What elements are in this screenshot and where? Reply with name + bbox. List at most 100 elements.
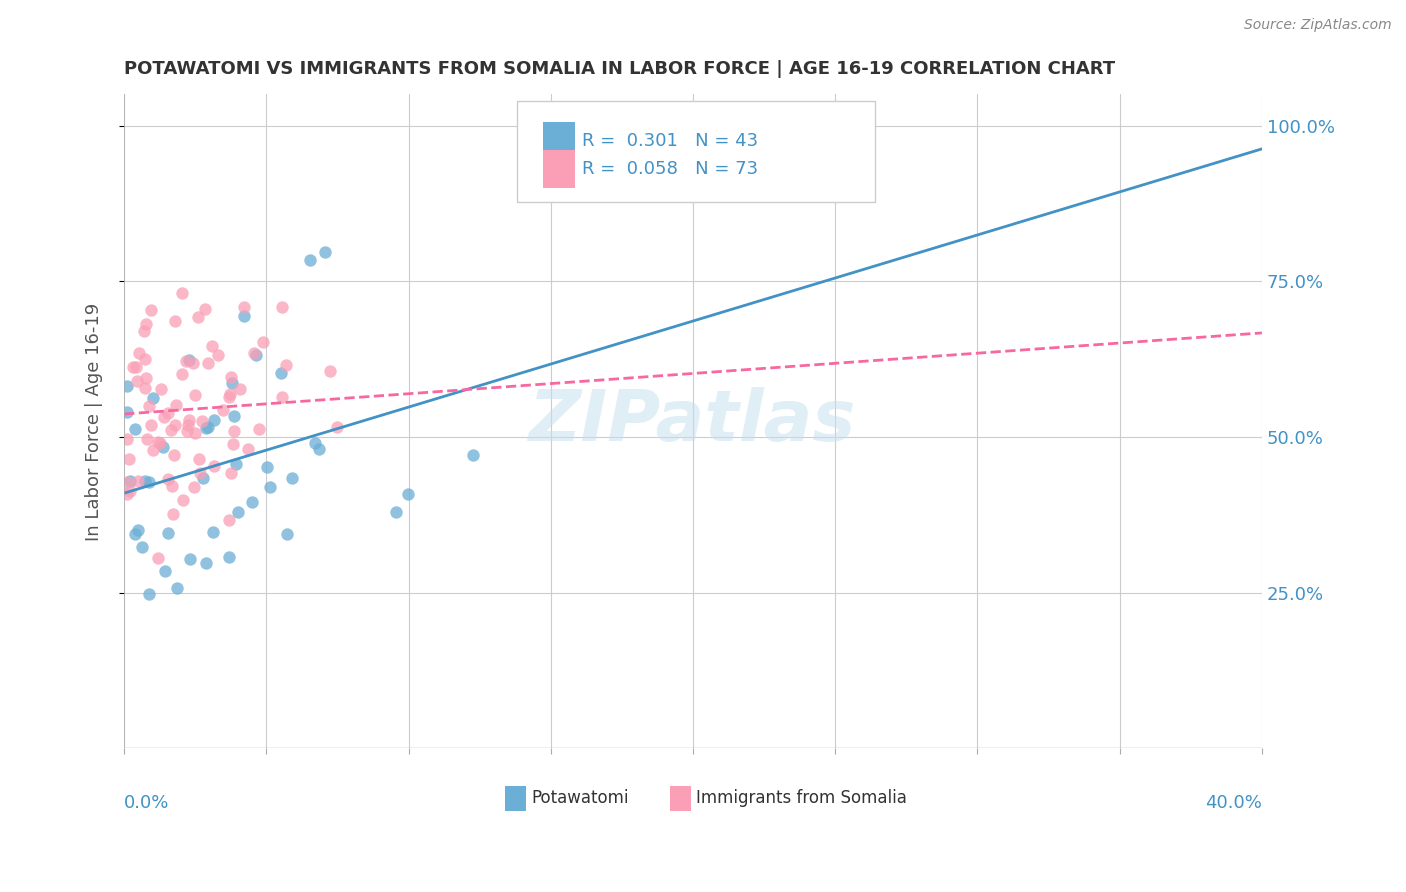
Point [162, 507, 184, 521]
Point [118, 474, 141, 488]
Point [191, 414, 214, 428]
Text: ZIPatlas: ZIPatlas [529, 387, 856, 456]
Point [184, 426, 207, 441]
Point [233, 300, 256, 314]
FancyBboxPatch shape [671, 786, 690, 811]
Text: R =  0.058   N = 73: R = 0.058 N = 73 [582, 160, 758, 178]
Point [271, 390, 294, 404]
Point [156, 526, 179, 541]
Point [149, 436, 172, 450]
Point [218, 390, 240, 404]
Point [125, 374, 148, 388]
Point [308, 442, 330, 456]
Point [197, 419, 219, 434]
Point [276, 358, 298, 372]
Text: Immigrants from Somalia: Immigrants from Somalia [696, 789, 907, 807]
Point [122, 359, 145, 374]
Point [252, 335, 274, 350]
Point [115, 487, 138, 501]
Point [202, 525, 225, 540]
Point [461, 448, 484, 462]
Point [218, 550, 240, 565]
Point [197, 357, 219, 371]
Text: 40.0%: 40.0% [1205, 794, 1263, 813]
Point [134, 474, 156, 488]
Point [247, 422, 270, 436]
Point [184, 387, 207, 401]
Point [115, 432, 138, 446]
Point [202, 458, 225, 473]
Point [128, 345, 150, 359]
Point [187, 310, 209, 325]
Point [256, 459, 278, 474]
Point [142, 392, 165, 406]
Point [228, 505, 250, 519]
Point [134, 381, 156, 395]
Point [118, 452, 141, 467]
Point [159, 423, 181, 437]
Point [115, 378, 138, 392]
Point [222, 409, 245, 424]
Point [156, 407, 179, 421]
Point [141, 442, 163, 457]
Point [222, 425, 245, 439]
Point [219, 386, 242, 401]
Point [163, 418, 186, 433]
Point [135, 371, 157, 385]
Point [319, 364, 342, 378]
Point [150, 383, 173, 397]
Point [385, 505, 408, 519]
Y-axis label: In Labor Force | Age 16-19: In Labor Force | Age 16-19 [86, 302, 103, 541]
Point [131, 540, 153, 554]
Point [225, 457, 247, 471]
Point [281, 471, 304, 485]
Point [135, 318, 157, 332]
Point [194, 301, 217, 316]
Point [179, 551, 201, 566]
Point [314, 245, 336, 260]
Text: R =  0.301   N = 43: R = 0.301 N = 43 [582, 132, 758, 150]
Point [187, 452, 209, 467]
Point [221, 369, 243, 384]
Point [120, 483, 142, 498]
Point [177, 418, 200, 433]
Point [191, 471, 214, 485]
Point [240, 495, 263, 509]
Point [115, 405, 138, 419]
Point [270, 300, 292, 314]
Point [245, 348, 267, 362]
Point [229, 382, 252, 396]
Point [177, 352, 200, 367]
Point [162, 479, 184, 493]
Point [165, 314, 187, 328]
Point [135, 432, 157, 446]
Point [232, 309, 254, 323]
FancyBboxPatch shape [516, 101, 875, 202]
Point [125, 359, 148, 374]
Point [115, 475, 138, 490]
Point [299, 252, 322, 267]
Point [127, 474, 149, 488]
Point [124, 527, 146, 541]
Point [212, 403, 235, 417]
Point [134, 352, 156, 367]
Point [207, 348, 229, 362]
Point [243, 346, 266, 360]
Point [190, 466, 212, 480]
Point [181, 356, 204, 370]
Point [157, 472, 180, 486]
Text: 0.0%: 0.0% [124, 794, 170, 813]
Text: Source: ZipAtlas.com: Source: ZipAtlas.com [1244, 18, 1392, 32]
Point [259, 480, 281, 494]
Text: Potawatomi: Potawatomi [531, 789, 628, 807]
Point [165, 398, 187, 412]
Point [139, 417, 162, 432]
Point [195, 421, 218, 435]
Point [201, 339, 224, 353]
FancyBboxPatch shape [505, 786, 526, 811]
Point [202, 413, 225, 427]
Point [166, 581, 188, 595]
Point [132, 325, 155, 339]
Text: POTAWATOMI VS IMMIGRANTS FROM SOMALIA IN LABOR FORCE | AGE 16-19 CORRELATION CHA: POTAWATOMI VS IMMIGRANTS FROM SOMALIA IN… [124, 60, 1115, 78]
Point [194, 556, 217, 570]
